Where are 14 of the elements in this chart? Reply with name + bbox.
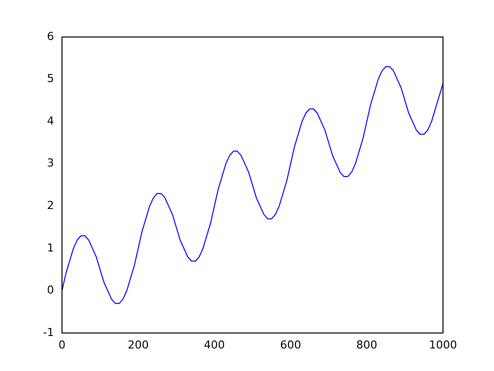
x-tick-label: 600 xyxy=(280,338,302,352)
y-tick-label: 2 xyxy=(47,199,54,212)
x-tick-label: 400 xyxy=(204,338,225,352)
y-tick-label: 4 xyxy=(47,114,54,128)
y-tick-label: 6 xyxy=(47,30,54,43)
y-tick-label: 1 xyxy=(47,241,54,254)
y-tick-label: 0 xyxy=(47,284,54,297)
y-tick-label: -1 xyxy=(43,326,54,339)
x-tick-label: 200 xyxy=(128,338,149,352)
y-tick-label: 3 xyxy=(47,156,54,170)
x-tick-label: 0 xyxy=(58,338,66,352)
x-tick-label: 800 xyxy=(356,338,378,352)
x-tick-label: 1000 xyxy=(429,338,457,352)
y-tick-label: 5 xyxy=(47,72,54,86)
